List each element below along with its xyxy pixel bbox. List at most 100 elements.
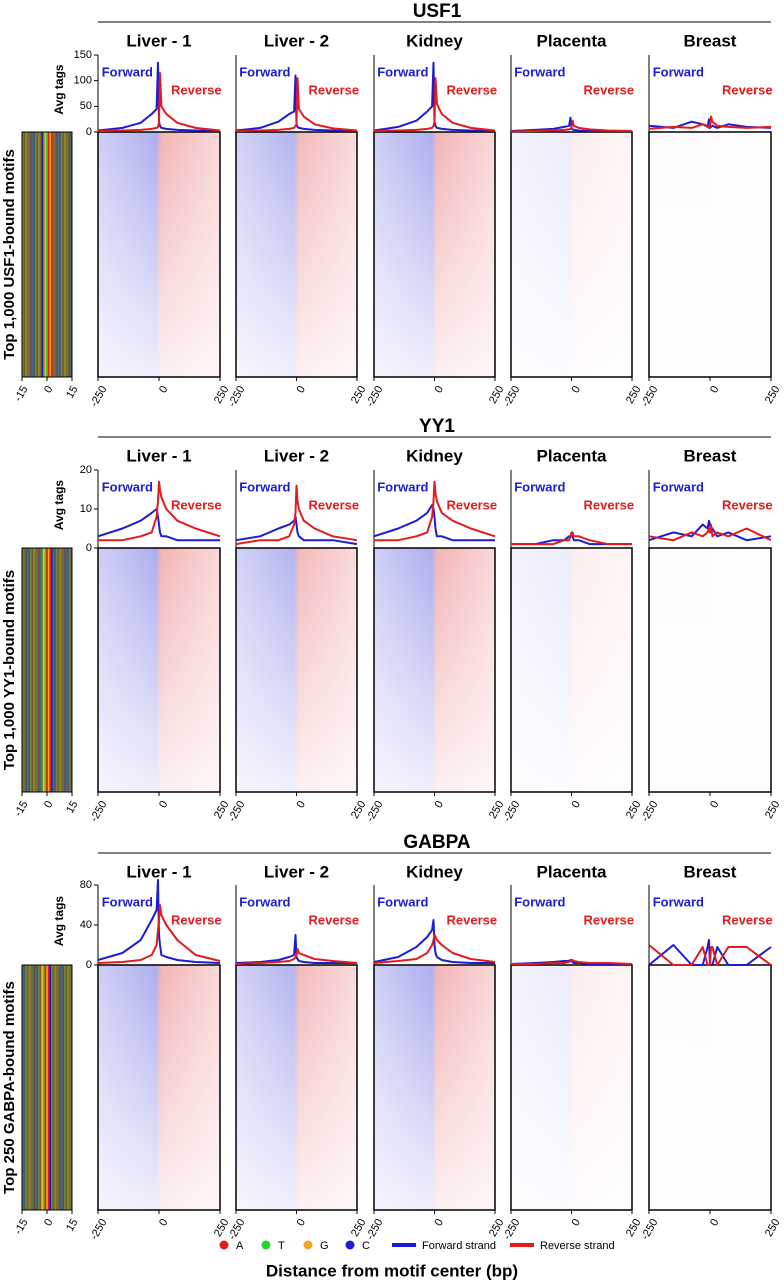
panel-title: Liver - 2 xyxy=(264,446,329,465)
profile-line xyxy=(648,115,772,130)
motif-stripe xyxy=(36,548,39,792)
heatmap-fade xyxy=(649,132,771,377)
x-tick-label: -250 xyxy=(501,384,522,409)
motif-stripe xyxy=(60,965,63,1210)
motif-tick-label: 0 xyxy=(42,384,55,395)
profile-line xyxy=(373,77,496,132)
motif-tick-label: 0 xyxy=(42,799,55,810)
motif-stripe xyxy=(54,548,57,792)
panel-title: Kidney xyxy=(406,862,463,881)
y-tick-label: 0 xyxy=(86,959,92,971)
heatmap-fade xyxy=(236,132,357,377)
motif-stripe xyxy=(52,132,55,377)
profile-line xyxy=(511,535,632,546)
heatmap-fade xyxy=(374,965,495,1210)
panel-title: Kidney xyxy=(406,446,463,465)
motif-stripe xyxy=(36,965,39,1210)
x-tick-label: 0 xyxy=(157,799,170,810)
motif-stripe xyxy=(52,548,55,792)
series-label: Forward xyxy=(239,894,290,909)
x-tick-label: -250 xyxy=(88,1217,109,1242)
motif-stripe xyxy=(30,548,32,792)
motif-stripe xyxy=(42,548,45,792)
profile-line xyxy=(97,508,220,542)
motif-stripe xyxy=(25,548,28,792)
x-tick-label: -250 xyxy=(226,384,247,409)
panel-title: Liver - 2 xyxy=(264,862,329,881)
motif-stripe xyxy=(62,548,65,792)
x-tick-label: 0 xyxy=(295,384,308,395)
motif-stripe xyxy=(30,965,32,1210)
x-tick-label: 0 xyxy=(157,1217,170,1228)
series-label: Forward xyxy=(102,479,153,494)
motif-tick-label: 0 xyxy=(42,1217,55,1228)
motif-stripe xyxy=(47,132,50,377)
motif-stripe xyxy=(68,132,71,377)
motif-stripe xyxy=(39,548,42,792)
motif-tick-label: 15 xyxy=(64,1217,81,1234)
panel-title: Liver - 2 xyxy=(264,31,329,50)
x-tick-label: -250 xyxy=(639,384,660,409)
x-tick-label: -250 xyxy=(501,1217,522,1242)
motif-stripe xyxy=(52,965,55,1210)
series-label: Forward xyxy=(377,64,428,79)
y-tick-label: 20 xyxy=(80,464,92,476)
legend-base-swatch xyxy=(345,1240,355,1250)
heatmap-fade xyxy=(374,132,495,377)
legend-base-label: T xyxy=(278,1240,285,1252)
motif-stripe xyxy=(59,548,62,792)
y-tick-label: 100 xyxy=(74,75,92,87)
motif-stripe xyxy=(42,965,45,1210)
panel-title: Liver - 1 xyxy=(126,862,191,881)
motif-stripe xyxy=(33,548,36,792)
motif-stripe xyxy=(41,965,44,1210)
motif-stripe xyxy=(55,548,58,792)
motif-stripe xyxy=(51,132,53,377)
x-tick-label: 0 xyxy=(570,799,583,810)
x-tick-label: -250 xyxy=(88,384,109,409)
motif-stripe xyxy=(68,548,71,792)
motif-stripe xyxy=(63,548,66,792)
series-label: Reverse xyxy=(309,82,360,97)
y-tick-label: 150 xyxy=(74,49,92,61)
motif-stripe xyxy=(26,132,29,377)
x-tick-label: 0 xyxy=(295,799,308,810)
motif-stripe xyxy=(55,132,58,377)
motif-stripe xyxy=(28,965,31,1210)
heatmap-fade xyxy=(98,132,220,377)
panel-title: Breast xyxy=(684,446,737,465)
motif-stripe xyxy=(70,965,73,1210)
y-tick-label: 50 xyxy=(80,100,92,112)
motif-tick-label: 15 xyxy=(64,799,81,816)
motif-stripe xyxy=(34,132,37,377)
y-tick-label: 0 xyxy=(86,126,92,138)
heatmap-fade xyxy=(649,965,771,1210)
profile-line xyxy=(235,77,358,132)
x-tick-label: 250 xyxy=(763,384,783,406)
motif-stripe xyxy=(23,965,26,1210)
series-label: Forward xyxy=(653,479,704,494)
y-tick-label: 0 xyxy=(86,542,92,554)
motif-stripe xyxy=(25,965,28,1210)
motif-stripe xyxy=(38,965,41,1210)
legend-base-swatch xyxy=(219,1240,229,1250)
series-label: Reverse xyxy=(584,497,635,512)
motif-label: Top 1,000 YY1-bound motifs xyxy=(1,570,18,770)
series-label: Forward xyxy=(239,64,290,79)
x-tick-label: -250 xyxy=(226,799,247,824)
legend-base-label: A xyxy=(236,1240,244,1252)
series-label: Forward xyxy=(514,64,565,79)
series-label: Forward xyxy=(653,894,704,909)
motif-stripe xyxy=(67,548,70,792)
motif-tick-label: -15 xyxy=(12,384,30,404)
motif-tick-label: -15 xyxy=(12,799,30,819)
motif-stripe xyxy=(67,965,70,1210)
profile-line xyxy=(235,515,358,546)
motif-stripe xyxy=(22,132,24,377)
motif-stripe xyxy=(60,548,63,792)
legend-base-swatch xyxy=(303,1240,313,1250)
motif-stripe xyxy=(38,132,41,377)
section-title: YY1 xyxy=(419,416,455,437)
legend-strand-label: Forward strand xyxy=(422,1240,496,1252)
legend-base-label: G xyxy=(320,1240,329,1252)
